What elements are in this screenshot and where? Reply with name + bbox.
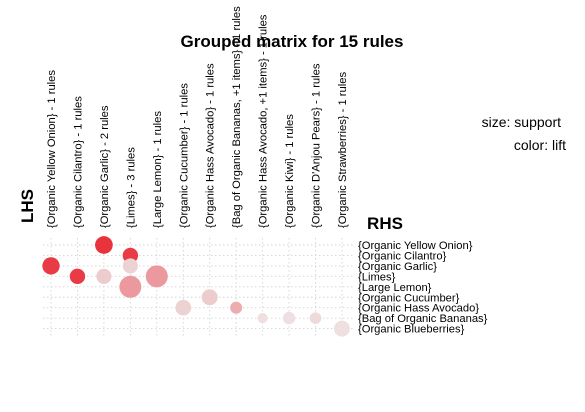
rule-point	[96, 268, 112, 284]
rule-point	[95, 236, 113, 254]
row-label: {Organic Garlic}	[358, 261, 437, 273]
data-points	[42, 236, 350, 337]
column-label: {Organic Yellow Onion} - 1 rules	[46, 70, 58, 228]
y-axis-title: LHS	[18, 189, 37, 223]
row-label: {Organic Hass Avocado}	[358, 303, 479, 315]
column-label: {Organic Kiwi} - 1 rules	[284, 114, 296, 228]
row-label: {Bag of Organic Bananas}	[358, 313, 488, 325]
column-label: {Organic Hass Avocado} - 1 rules	[205, 63, 217, 228]
row-label: {Organic Blueberries}	[358, 324, 465, 336]
column-label: {Large Lemon} - 1 rules	[152, 111, 164, 228]
rule-point	[257, 313, 268, 324]
column-label: {Organic Garlic} - 2 rules	[99, 105, 111, 228]
rule-point	[201, 289, 218, 306]
rule-point	[122, 247, 139, 264]
rule-point	[230, 301, 243, 314]
column-label: {Organic D'Anjou Pears} - 1 rules	[311, 63, 323, 228]
x-axis-title: RHS	[367, 214, 403, 233]
column-label: {Organic Hass Avocado, +1 items} - 1 rul…	[258, 14, 270, 228]
row-label: {Organic Cilantro}	[358, 250, 447, 262]
row-label: {Limes}	[358, 271, 396, 283]
rule-point	[333, 320, 350, 337]
rule-point	[122, 258, 138, 274]
column-labels: {Organic Yellow Onion} - 1 rules {Organic…	[46, 6, 349, 228]
column-label: {Limes} - 3 rules	[125, 147, 137, 228]
rule-point	[69, 268, 86, 285]
row-labels: {Organic Yellow Onion}{Organic Cilantro}…	[358, 240, 488, 336]
row-label: {Large Lemon}	[358, 282, 432, 294]
column-label: {Organic Cilantro} - 1 rules	[72, 96, 84, 228]
legend-color: color: lift	[514, 137, 566, 153]
column-label: {Bag of Organic Bananas, +1 items} - 1 r…	[231, 6, 243, 228]
row-label: {Organic Cucumber}	[358, 292, 460, 304]
legend-size: size: support	[482, 114, 561, 130]
row-label: {Organic Yellow Onion}	[358, 240, 473, 252]
rule-point	[175, 299, 192, 316]
rule-point	[42, 257, 60, 275]
grid-lines	[43, 238, 353, 337]
rule-point	[119, 275, 142, 298]
column-label: {Organic Strawberries} - 1 rules	[337, 72, 349, 228]
rule-point	[145, 265, 168, 288]
rule-point	[309, 312, 322, 324]
rule-point	[282, 311, 296, 325]
column-label: {Organic Cucumber} - 1 rules	[178, 83, 190, 228]
chart-title: Grouped matrix for 15 rules	[181, 32, 404, 51]
